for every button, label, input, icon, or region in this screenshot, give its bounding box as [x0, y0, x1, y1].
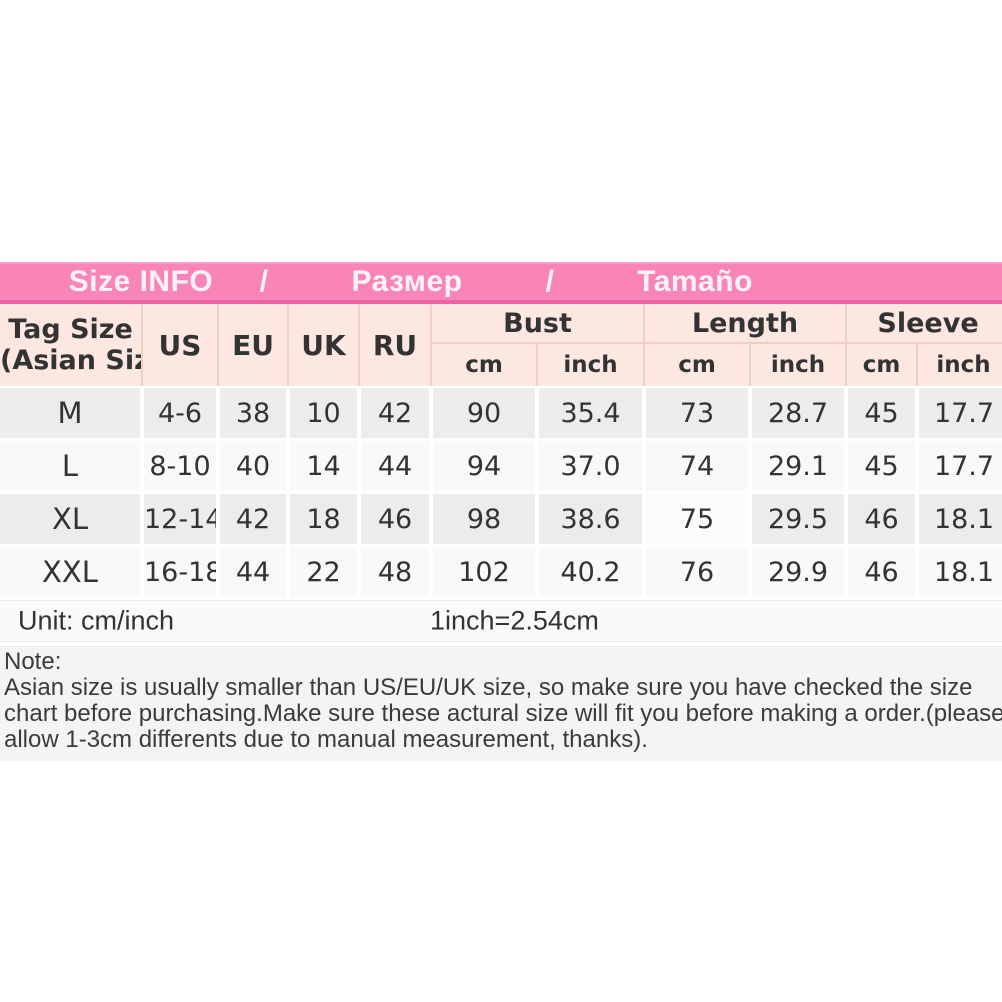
title-separator-1: /: [259, 265, 269, 298]
cell-eu: 42: [218, 492, 290, 547]
header-tag-size-line2: (Asian Size): [0, 345, 140, 376]
cell-bust-inch: 40.2: [537, 545, 646, 600]
note-line-3: allow 1-3cm differents due to manual mea…: [4, 726, 648, 753]
size-info-title-bar: Size INFO / Размер / Tamaño: [0, 262, 1002, 304]
note-line-1: Asian size is usually smaller than US/EU…: [4, 674, 973, 701]
cell-sleeve-cm: 46: [846, 492, 920, 547]
cell-length-cm: 76: [644, 545, 752, 600]
cell-uk: 10: [288, 386, 361, 441]
cell-length-cm: 73: [644, 386, 752, 441]
header-tag-size: Tag Size (Asian Size): [0, 304, 143, 387]
header-bust: Bust: [431, 304, 645, 344]
header-length-cm: cm: [644, 343, 751, 387]
cell-uk: 18: [288, 492, 361, 547]
cell-length-inch: 29.5: [750, 492, 849, 547]
cell-tag: XXL: [0, 545, 144, 600]
cell-us: 16-18: [142, 545, 220, 600]
size-table-container: Tag Size (Asian Size) US EU UK RU Bust L…: [0, 304, 1002, 600]
cell-length-inch: 29.9: [750, 545, 849, 600]
cell-us: 8-10: [142, 439, 220, 494]
header-us: US: [142, 304, 219, 387]
header-eu: EU: [218, 304, 289, 387]
title-separator-2: /: [545, 265, 555, 298]
cell-us: 12-14: [142, 492, 220, 547]
divider: [0, 642, 1002, 646]
header-bust-cm: cm: [431, 343, 538, 387]
cell-sleeve-inch: 18.1: [917, 492, 1002, 547]
cell-bust-inch: 35.4: [537, 386, 646, 441]
cell-bust-cm: 98: [431, 492, 539, 547]
cell-uk: 14: [288, 439, 361, 494]
cell-bust-inch: 38.6: [537, 492, 646, 547]
header-bust-inch: inch: [537, 343, 645, 387]
top-whitespace: [0, 0, 1002, 262]
table-row-m: M 4-6 38 10 42 90 35.4 73 28.7 45 17.7: [0, 386, 1002, 441]
header-sleeve: Sleeve: [846, 304, 1002, 344]
table-row-xl: XL 12-14 42 18 46 98 38.6 75 29.5 46 18.…: [0, 492, 1002, 547]
title-size-info: Size INFO: [68, 265, 214, 298]
title-razmer: Размер: [351, 265, 463, 298]
header-sleeve-cm: cm: [846, 343, 919, 387]
header-ru: RU: [359, 304, 432, 387]
cell-tag: M: [0, 386, 144, 441]
cell-length-cm: 74: [644, 439, 752, 494]
cell-eu: 40: [218, 439, 290, 494]
unit-label: Unit: cm/inch: [18, 605, 175, 636]
cell-bust-cm: 90: [431, 386, 539, 441]
cell-length-cm: 75: [644, 492, 752, 547]
unit-info-row: Unit: cm/inch 1inch=2.54cm: [0, 600, 1002, 642]
cell-bust-inch: 37.0: [537, 439, 646, 494]
cell-tag: L: [0, 439, 144, 494]
note-label: Note:: [4, 648, 62, 675]
table-row-xxl: XXL 16-18 44 22 48 102 40.2 76 29.9 46 1…: [0, 545, 1002, 600]
note-line-2: chart before purchasing.Make sure these …: [4, 700, 1002, 727]
cell-ru: 44: [359, 439, 433, 494]
cell-bust-cm: 94: [431, 439, 539, 494]
header-length: Length: [644, 304, 848, 344]
header-unit-row: cm inch cm inch cm inch: [0, 343, 1002, 387]
header-length-inch: inch: [750, 343, 848, 387]
header-sleeve-inch: inch: [917, 343, 1002, 387]
table-row-l: L 8-10 40 14 44 94 37.0 74 29.1 45 17.7: [0, 439, 1002, 494]
cell-sleeve-inch: 17.7: [917, 386, 1002, 441]
cell-ru: 46: [359, 492, 433, 547]
inch-conversion-label: 1inch=2.54cm: [430, 605, 599, 636]
header-group-row: Tag Size (Asian Size) US EU UK RU Bust L…: [0, 304, 1002, 387]
cell-length-inch: 29.1: [750, 439, 849, 494]
cell-tag: XL: [0, 492, 144, 547]
header-uk: UK: [288, 304, 360, 387]
cell-eu: 38: [218, 386, 290, 441]
cell-length-inch: 28.7: [750, 386, 849, 441]
cell-sleeve-inch: 17.7: [917, 439, 1002, 494]
size-table: Tag Size (Asian Size) US EU UK RU Bust L…: [0, 304, 1002, 600]
cell-bust-cm: 102: [431, 545, 539, 600]
cell-ru: 48: [359, 545, 433, 600]
cell-sleeve-cm: 45: [846, 386, 920, 441]
title-tamano: Tamaño: [637, 265, 753, 298]
cell-us: 4-6: [142, 386, 220, 441]
cell-ru: 42: [359, 386, 433, 441]
note-section: Note: Asian size is usually smaller than…: [0, 646, 1002, 761]
cell-eu: 44: [218, 545, 290, 600]
cell-sleeve-inch: 18.1: [917, 545, 1002, 600]
header-tag-size-line1: Tag Size: [8, 314, 133, 345]
cell-sleeve-cm: 46: [846, 545, 920, 600]
cell-uk: 22: [288, 545, 361, 600]
cell-sleeve-cm: 45: [846, 439, 920, 494]
